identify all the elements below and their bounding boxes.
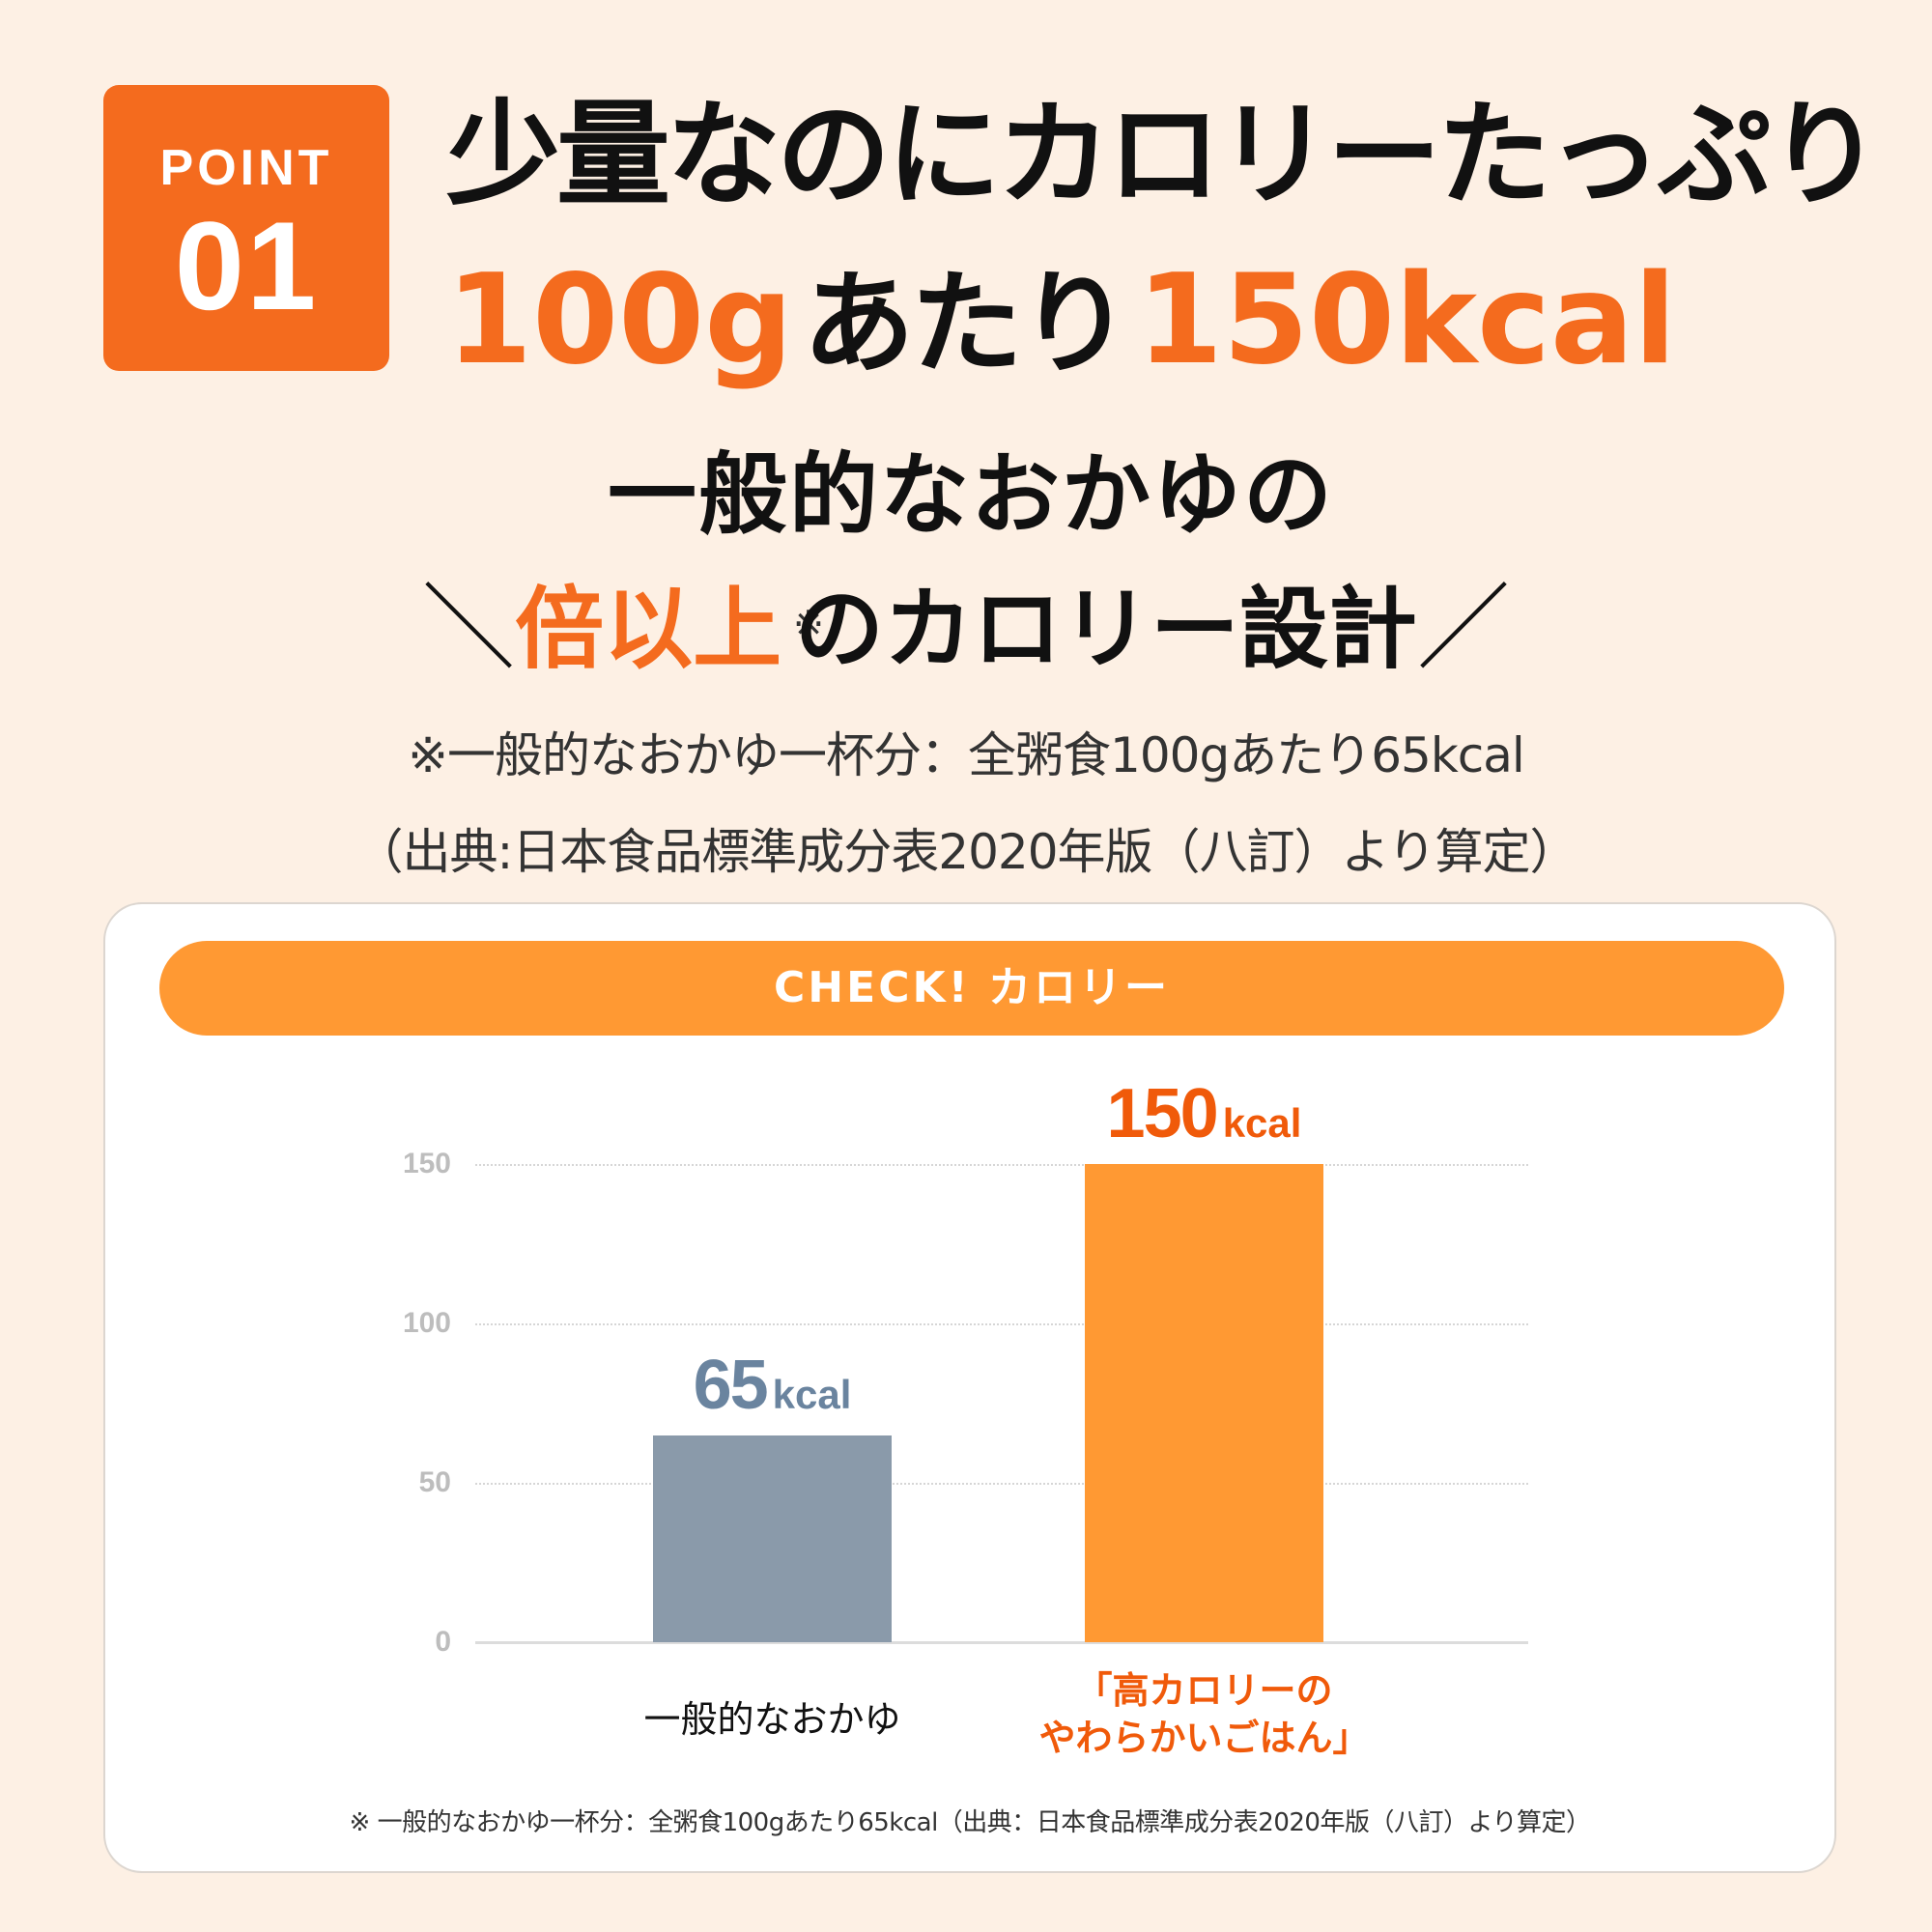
headline-kcal: 150kcal bbox=[1136, 248, 1677, 392]
point-badge: POINT 01 bbox=[103, 85, 389, 371]
bar-high-calorie-rice bbox=[1085, 1164, 1323, 1642]
slash-right-decoration: ／ bbox=[1416, 574, 1510, 682]
bar-value-unit: kcal bbox=[772, 1371, 852, 1417]
category-label-line: 一般的なおかゆ bbox=[643, 1698, 901, 1741]
y-axis-tick-label: 50 bbox=[418, 1466, 451, 1498]
category-label-line: やわらかいごはん」 bbox=[1038, 1717, 1370, 1760]
slash-left-decoration: ＼ bbox=[422, 574, 516, 682]
note-line-2: （出典:日本食品標準成分表2020年版（八訂）より算定） bbox=[355, 824, 1577, 880]
y-axis-tick-label: 0 bbox=[435, 1626, 451, 1658]
bar-value-label: 150 kcal bbox=[988, 1079, 1420, 1149]
subhead-rest: のカロリー設計 bbox=[794, 578, 1417, 681]
calorie-bar-chart: 0 50 100 150 65 kcal 一般的なおかゆ 150 kcal 「高カロリーの やわらか… bbox=[105, 904, 1834, 1871]
headline-per: あたり bbox=[802, 259, 1131, 389]
point-badge-label: POINT bbox=[159, 140, 333, 196]
subhead-line-1: 一般的なおかゆの bbox=[607, 443, 1334, 547]
y-gridline bbox=[475, 1164, 1528, 1166]
x-axis-category-label: 「高カロリーの やわらかいごはん」 bbox=[940, 1667, 1468, 1763]
category-label-line: 「高カロリーの bbox=[1075, 1669, 1333, 1712]
bar-value-number: 150 bbox=[1106, 1075, 1219, 1152]
subhead-accent: 倍以上 bbox=[515, 578, 782, 681]
bar-value-unit: kcal bbox=[1222, 1100, 1302, 1146]
y-gridline bbox=[475, 1483, 1528, 1485]
calorie-check-card: CHECK! カロリー 0 50 100 150 65 kcal 一般的なおかゆ 150 kca… bbox=[103, 902, 1836, 1873]
subhead-line-2: ＼倍以上 ※のカロリー設計／ bbox=[0, 577, 1932, 681]
note-mark-icon: ※ bbox=[793, 603, 824, 645]
headline-line-2: 100gあたり150kcal bbox=[446, 252, 1676, 389]
check-title-pill: CHECK! カロリー bbox=[159, 941, 1784, 1036]
y-axis-tick-label: 100 bbox=[402, 1307, 451, 1339]
headline-line-1: 少量なのにカロリーたっぷり bbox=[446, 88, 1882, 221]
x-axis-category-label: 一般的なおかゆ bbox=[508, 1696, 1037, 1744]
note-line-1: ※一般的なおかゆ一杯分：全粥食100gあたり65kcal bbox=[408, 727, 1525, 783]
card-footnote: ※ 一般的なおかゆ一杯分：全粥食100gあたり65kcal（出典：日本食品標準成… bbox=[349, 1808, 1591, 1837]
headline-amount: 100g bbox=[446, 248, 793, 392]
bar-value-label: 65 kcal bbox=[556, 1350, 988, 1420]
bar-value-number: 65 bbox=[693, 1346, 769, 1424]
x-axis-baseline bbox=[475, 1641, 1528, 1644]
bar-general-okayu bbox=[653, 1435, 892, 1642]
point-badge-number: 01 bbox=[174, 195, 319, 336]
y-axis-tick-label: 150 bbox=[402, 1148, 451, 1179]
y-gridline bbox=[475, 1323, 1528, 1325]
